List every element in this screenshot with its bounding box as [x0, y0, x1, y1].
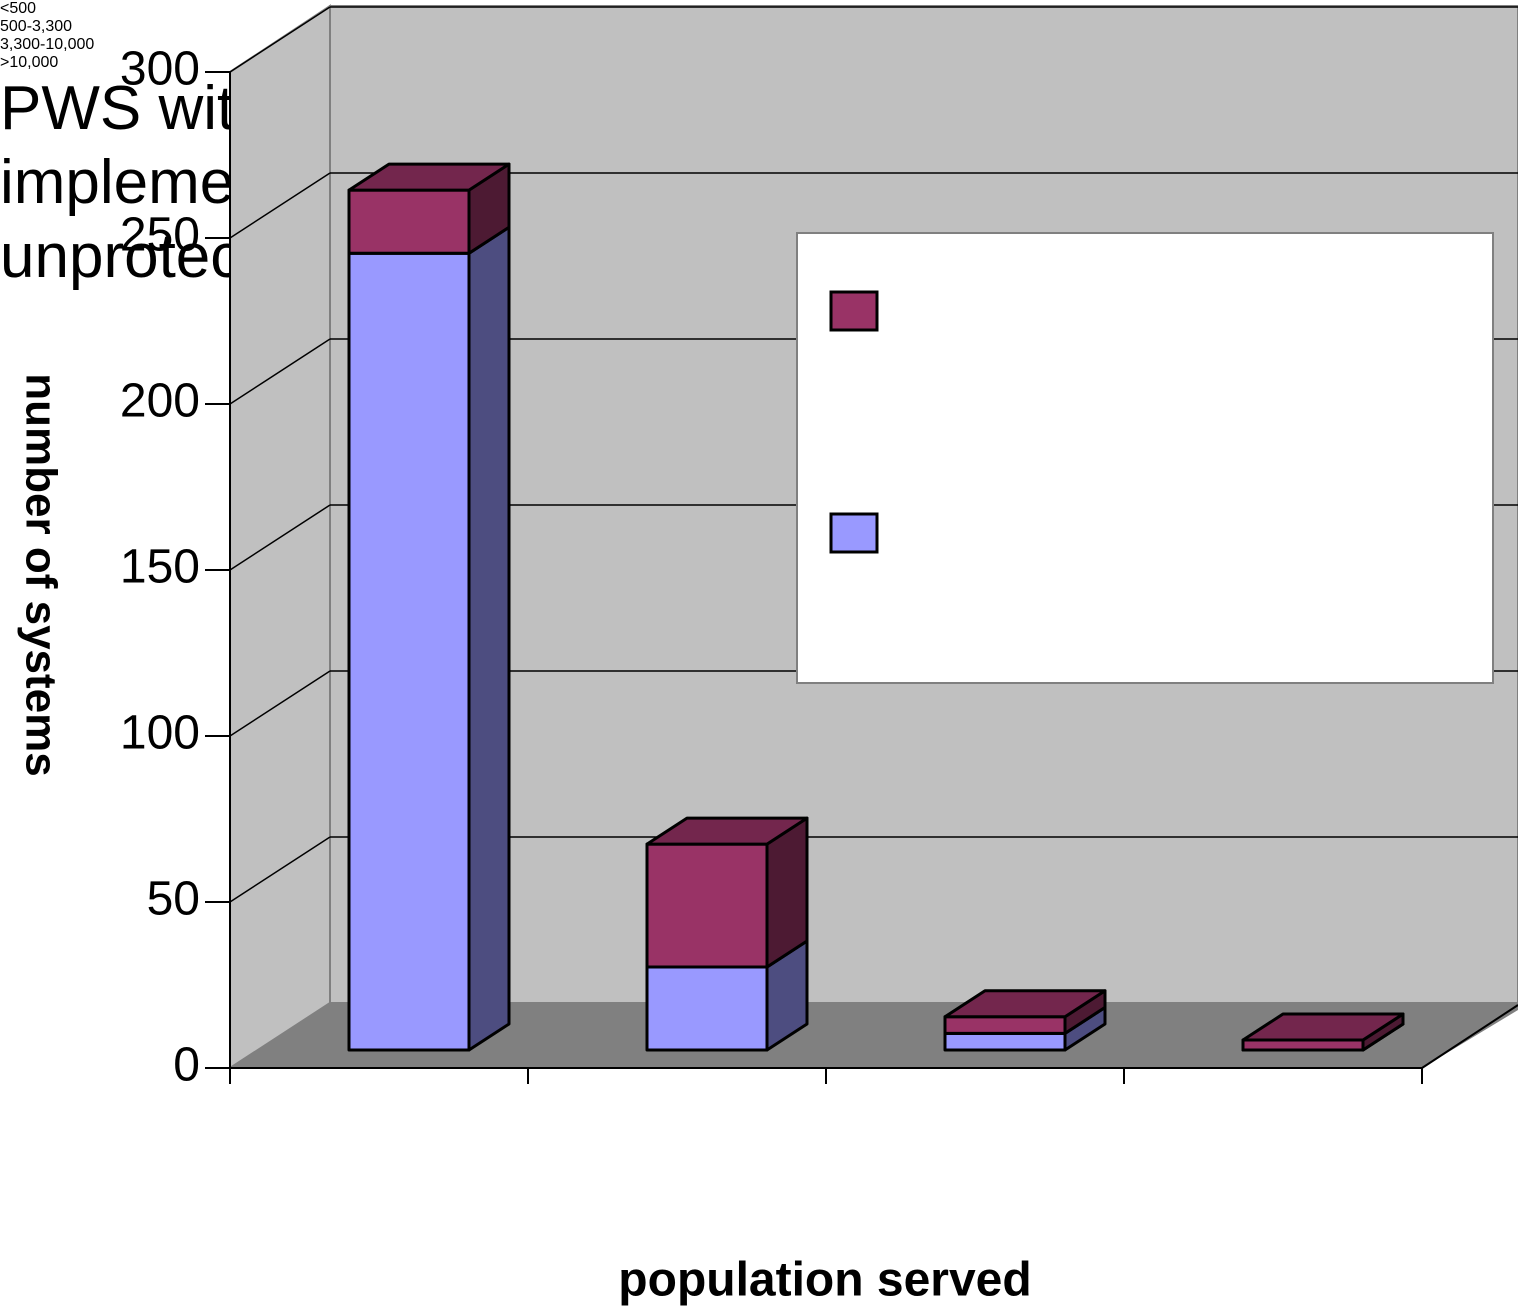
- x-tick-label: <500: [0, 0, 37, 17]
- y-tick-label: 50: [147, 873, 200, 926]
- y-tick-label: 200: [120, 375, 200, 428]
- y-tick-label: 100: [120, 707, 200, 760]
- bar: [347, 251, 471, 1052]
- bar: [943, 1015, 1067, 1035]
- x-axis-title: population served: [618, 1254, 1031, 1307]
- y-tick-label: 300: [120, 43, 200, 96]
- bar: [645, 842, 769, 969]
- x-tick-label: 500-3,300: [0, 18, 73, 35]
- bar: [943, 1031, 1067, 1052]
- y-tick-label: 0: [173, 1039, 200, 1092]
- y-tick-label: 250: [120, 209, 200, 262]
- bar-top: [1241, 1012, 1405, 1042]
- y-tick-label: 150: [120, 541, 200, 594]
- grid-line: [229, 338, 331, 405]
- grid-line: [229, 670, 331, 737]
- x-tick-label: >10,000: [0, 54, 59, 71]
- grid-line: [229, 836, 331, 903]
- legend-swatch: [829, 512, 879, 554]
- grid-line: [229, 172, 331, 239]
- y-axis-title: number of systems: [16, 373, 65, 776]
- bar-side: [467, 225, 511, 1052]
- bar-top: [943, 989, 1107, 1019]
- grid-line: [229, 504, 331, 571]
- floor: [230, 1003, 1518, 1068]
- bar: [347, 188, 471, 255]
- grid-line: [229, 6, 331, 73]
- bar: [645, 965, 769, 1052]
- bar-top: [645, 816, 809, 846]
- legend-swatch: [829, 290, 879, 332]
- legend: [796, 232, 1494, 684]
- bar-top: [347, 162, 511, 192]
- floor-edge: [1421, 1004, 1518, 1069]
- x-tick-label: 3,300-10,000: [0, 36, 95, 53]
